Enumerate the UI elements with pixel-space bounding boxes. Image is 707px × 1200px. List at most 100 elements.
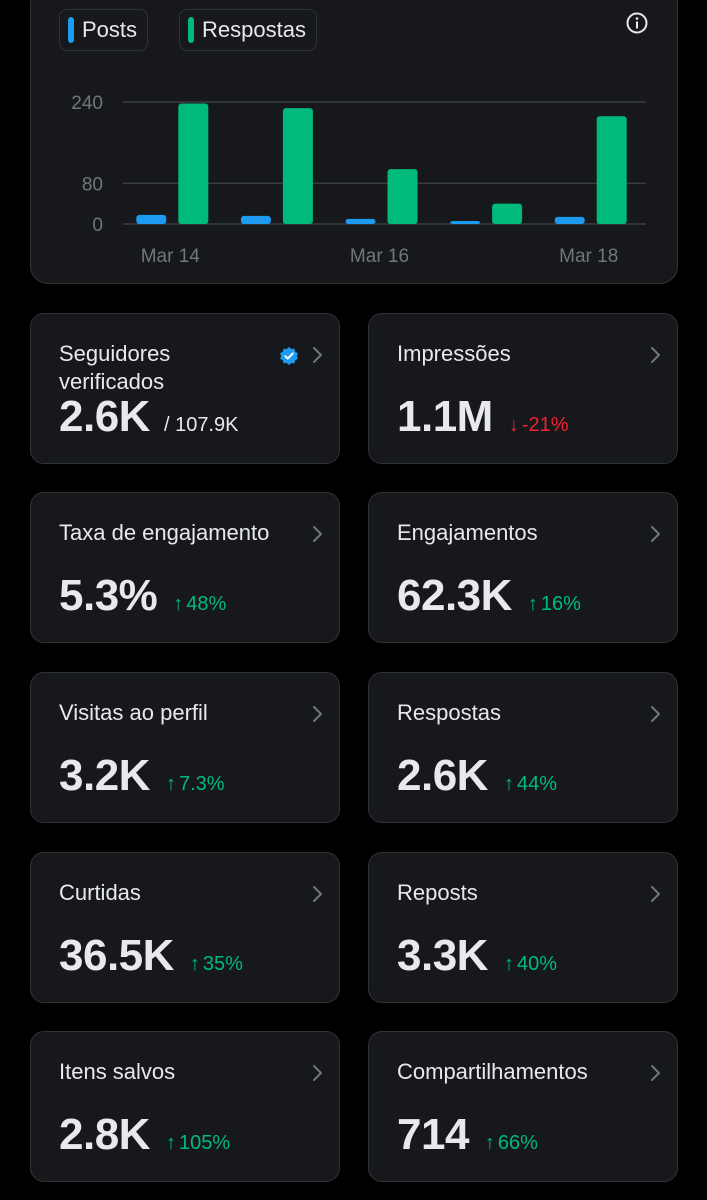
stat-change-value: 16% xyxy=(540,593,581,615)
stat-change: ↑ 48% xyxy=(173,593,226,616)
stat-change: ↑ 44% xyxy=(504,773,557,796)
stat-value-row: 3.3K ↑ 40% xyxy=(397,931,557,981)
bar-posts-mar-15[interactable] xyxy=(240,215,271,224)
info-icon[interactable] xyxy=(625,11,649,35)
stat-total: / 107.9K xyxy=(163,414,239,436)
stat-change: ↑ 40% xyxy=(504,953,557,976)
stat-change: ↑ 105% xyxy=(166,1132,230,1155)
stat-value-row: 3.2K ↑ 7.3% xyxy=(59,751,225,801)
legend-respostas[interactable]: Respostas xyxy=(179,9,317,51)
legend-posts[interactable]: Posts xyxy=(59,9,149,51)
stat-title: Visitas ao perfil xyxy=(59,700,208,725)
bar-posts-mar-18[interactable] xyxy=(554,216,585,224)
stat-value: 714 xyxy=(397,1110,469,1159)
bar-respostas-mar-14[interactable] xyxy=(178,103,209,224)
stat-value: 3.2K xyxy=(59,751,150,800)
stat-title: Itens salvos xyxy=(59,1059,176,1084)
stat-title: Seguidores verificados xyxy=(59,341,171,394)
chevron-right-icon xyxy=(313,886,322,902)
stat-card[interactable]: Seguidores verificados 2.6K / 107.9K xyxy=(30,313,340,464)
stat-card[interactable]: Reposts 3.3K ↑ 40% xyxy=(368,852,678,1003)
y-tick-label: 80 xyxy=(82,174,103,195)
bar-respostas-mar-15[interactable] xyxy=(282,108,313,224)
stat-value-row: 62.3K ↑ 16% xyxy=(397,571,581,621)
bar-posts-mar-17[interactable] xyxy=(450,221,481,224)
chevron-right-icon xyxy=(313,706,322,722)
bar-respostas-mar-18[interactable] xyxy=(596,116,627,224)
stat-change-value: 7.3% xyxy=(178,773,225,795)
stat-value-row: 1.1M ↓ -21% xyxy=(397,392,569,442)
bar-posts-mar-16[interactable] xyxy=(345,218,376,224)
stat-change-value: -21% xyxy=(521,414,569,436)
stat-title: Respostas xyxy=(397,700,501,725)
bar-respostas-mar-17[interactable] xyxy=(492,203,523,224)
stat-value-row: 2.8K ↑ 105% xyxy=(59,1110,230,1160)
chevron-right-icon xyxy=(313,1065,322,1081)
stat-title: Compartilhamentos xyxy=(397,1059,588,1084)
y-tick-label: 240 xyxy=(71,93,103,114)
arrow-up-icon: ↑ xyxy=(173,593,184,615)
stat-change: ↑ 16% xyxy=(528,593,581,616)
stat-card[interactable]: Curtidas 36.5K ↑ 35% xyxy=(30,852,340,1003)
x-tick-label: Mar 14 xyxy=(141,246,201,267)
x-tick-label: Mar 16 xyxy=(350,246,409,267)
stat-card[interactable]: Compartilhamentos 714 ↑ 66% xyxy=(368,1031,678,1182)
stat-card[interactable]: Impressões 1.1M ↓ -21% xyxy=(368,313,678,464)
stat-value: 62.3K xyxy=(397,571,512,620)
arrow-down-icon: ↓ xyxy=(508,414,519,436)
legend-respostas-label: Respostas xyxy=(202,17,306,42)
stat-card[interactable]: Engajamentos 62.3K ↑ 16% xyxy=(368,492,678,643)
chevron-right-icon xyxy=(651,347,660,363)
arrow-up-icon: ↑ xyxy=(189,953,200,975)
arrow-up-icon: ↑ xyxy=(527,593,538,615)
stat-card[interactable]: Taxa de engajamento 5.3% ↑ 48% xyxy=(30,492,340,643)
stat-title: Reposts xyxy=(397,880,478,905)
bar-posts-mar-14[interactable] xyxy=(136,214,167,224)
stat-value-row: 2.6K ↑ 44% xyxy=(397,751,557,801)
arrow-up-icon: ↑ xyxy=(503,773,514,795)
stat-value: 3.3K xyxy=(397,931,488,980)
stat-change-value: 35% xyxy=(202,953,243,975)
arrow-up-icon: ↑ xyxy=(165,773,176,795)
arrow-up-icon: ↑ xyxy=(503,953,514,975)
chevron-right-icon xyxy=(651,526,660,542)
bar-chart: 240 80 0 Mar 14 Mar 16 Mar 18 xyxy=(71,93,646,267)
chevron-right-icon xyxy=(651,706,660,722)
arrow-up-icon: ↑ xyxy=(484,1132,495,1154)
stat-value-row: 5.3% ↑ 48% xyxy=(59,571,226,621)
stat-value: 2.8K xyxy=(59,1110,150,1159)
chevron-right-icon xyxy=(313,526,322,542)
stat-value: 5.3% xyxy=(59,571,158,620)
stat-title: Engajamentos xyxy=(397,520,538,545)
stat-card[interactable]: Visitas ao perfil 3.2K ↑ 7.3% xyxy=(30,672,340,823)
stat-card[interactable]: Itens salvos 2.8K ↑ 105% xyxy=(30,1031,340,1182)
x-tick-label: Mar 18 xyxy=(559,246,618,267)
arrow-up-icon: ↑ xyxy=(165,1132,176,1154)
stat-change-value: 44% xyxy=(516,773,557,795)
legend-posts-label: Posts xyxy=(82,17,138,42)
stat-value-row: 36.5K ↑ 35% xyxy=(59,931,243,981)
stat-change: ↑ 35% xyxy=(190,953,243,976)
stat-title: Taxa de engajamento xyxy=(59,520,270,545)
bar-respostas-mar-16[interactable] xyxy=(387,169,418,224)
stat-title: Curtidas xyxy=(59,880,141,905)
legend-respostas-swatch xyxy=(188,17,194,43)
stat-change: ↑ 7.3% xyxy=(166,773,225,796)
chevron-right-icon xyxy=(651,886,660,902)
stat-value-row: 2.6K / 107.9K xyxy=(59,392,238,442)
stat-value: 1.1M xyxy=(397,392,493,441)
verified-badge-icon xyxy=(280,347,298,365)
stat-change: ↑ 66% xyxy=(485,1132,538,1155)
stat-value: 2.6K xyxy=(397,751,488,800)
stat-change-value: 105% xyxy=(178,1132,231,1154)
chevron-right-icon xyxy=(651,1065,660,1081)
stat-card[interactable]: Respostas 2.6K ↑ 44% xyxy=(368,672,678,823)
y-tick-label: 0 xyxy=(92,215,103,236)
stat-title: Impressões xyxy=(397,341,511,366)
stat-change: ↓ -21% xyxy=(509,414,569,437)
stat-change-value: 40% xyxy=(516,953,557,975)
legend-posts-swatch xyxy=(68,17,74,43)
stat-change-value: 48% xyxy=(186,593,227,615)
chevron-right-icon xyxy=(313,347,322,363)
stat-value: 2.6K xyxy=(59,392,150,441)
